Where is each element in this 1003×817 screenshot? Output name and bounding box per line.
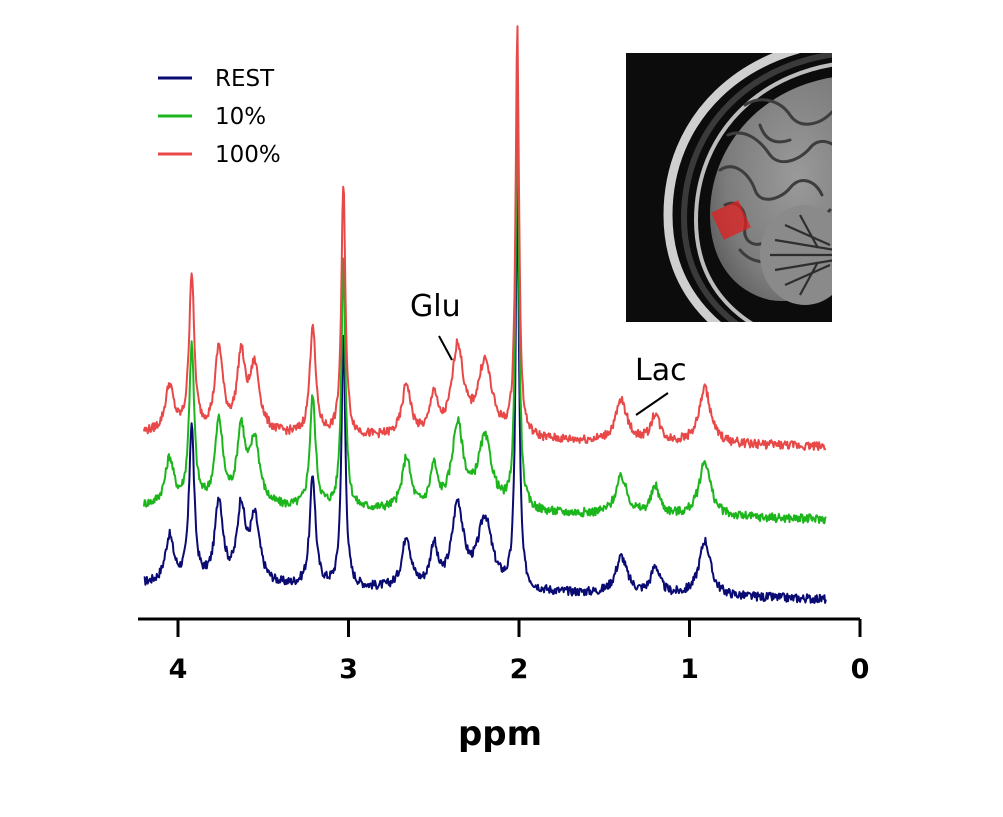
mri-inset [626,53,832,322]
x-tick-label: 2 [510,654,529,685]
annotation-label-glu: Glu [410,289,461,324]
annotation-pointer [635,392,669,416]
spectra-series-group [142,25,827,604]
voxel-marker [711,200,751,240]
annotations: Glu Lac [410,289,687,416]
legend-label: REST [215,66,275,92]
annotation-label-lac: Lac [635,353,687,388]
x-tick-label: 3 [339,654,358,685]
x-axis: 4 3 2 1 0 [138,617,870,685]
x-tick-label: 4 [169,654,188,685]
series-line-10pct [142,104,827,525]
annotation-pointer [438,335,453,361]
x-tick-label: 0 [851,654,870,685]
brain-mri-sagittal-icon [663,53,832,322]
x-tick-label: 1 [680,654,699,685]
series-line-rest [143,179,827,604]
legend-label: 100% [215,142,281,168]
series-line-100pct [142,25,827,451]
legend: REST 10% 100% [158,66,281,168]
x-axis-title: ppm [458,714,542,754]
legend-label: 10% [215,104,266,130]
